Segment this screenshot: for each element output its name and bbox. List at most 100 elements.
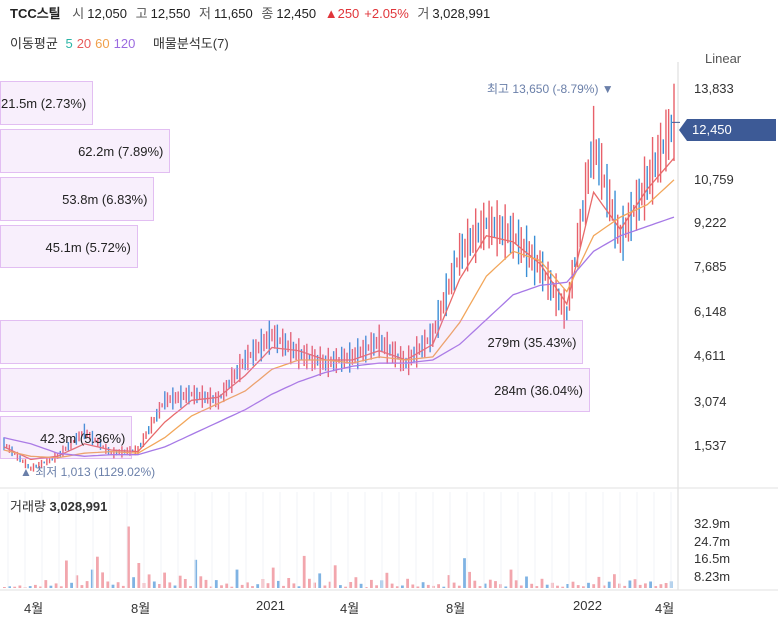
high-annotation: 최고 13,650 (-8.79%) ▼ [487, 82, 614, 96]
volume-profile-band: 45.1m (5.72%) [0, 224, 138, 269]
ma-period-120[interactable]: 120 [113, 36, 136, 51]
volume-tick: 16.5m [694, 551, 731, 566]
volume-bar [623, 585, 627, 588]
volume-bar [277, 580, 280, 588]
volume-bar [137, 563, 141, 588]
volume-bar [649, 581, 652, 588]
volume-bar [452, 582, 456, 588]
volume-bar [111, 584, 115, 588]
volume-bar [271, 567, 275, 588]
volume-bar [282, 585, 285, 588]
volume-bar [220, 585, 223, 588]
volume-title-value: 3,028,991 [49, 499, 108, 514]
volume-profile-toggle[interactable]: 매물분석도(7) [152, 36, 229, 51]
volume-bar [339, 585, 342, 588]
volume-bar [463, 558, 466, 588]
price-tick: 9,222 [694, 215, 727, 230]
volume-bar [28, 586, 32, 588]
volume-bar [80, 585, 84, 588]
price-tick: 6,148 [694, 304, 727, 319]
quote-header: TCC스틸 시 12,050 고 12,550 저 11,650 종 12,450 ▲2… [10, 3, 495, 22]
volume-bar [509, 569, 513, 588]
volume-title: 거래량 3,028,991 [10, 496, 107, 515]
volume-tick: 8.23m [694, 569, 731, 584]
volume-profile-band: 62.2m (7.89%) [0, 129, 171, 173]
x-tick: 4월 [24, 601, 44, 616]
change-percent: +2.05% [364, 6, 409, 21]
volume-bar [395, 586, 399, 588]
volume-bar [287, 578, 291, 588]
volume-bar [401, 585, 404, 588]
volume-bar [302, 555, 306, 588]
volume-bar [34, 584, 37, 588]
volume-bar [127, 526, 130, 588]
volume-bar [442, 586, 446, 588]
volume-profile-band: 284m (36.04%) [0, 367, 590, 412]
volume-tick: 24.7m [694, 534, 731, 549]
volume-bar [183, 579, 187, 588]
volume-bar [540, 578, 544, 588]
ma-label[interactable]: 이동평균 [10, 36, 58, 51]
x-tick: 4월 [655, 601, 675, 616]
volume-tick: 32.9m [694, 516, 731, 531]
price-tick: 13,833 [694, 81, 734, 96]
volume-bar [246, 582, 249, 588]
volume-value: 3,028,991 [432, 6, 491, 21]
volume-bar [96, 556, 99, 588]
volume-bar [349, 582, 353, 588]
volume-bar [323, 585, 327, 588]
volume-bar [359, 583, 363, 588]
volume-bar [235, 569, 239, 588]
volume-profile-band: 42.3m (5.36%) [0, 415, 133, 460]
volume-bar [628, 580, 632, 588]
volume-bar [147, 574, 151, 588]
volume-bar [597, 576, 601, 588]
volume-title-label: 거래량 [10, 499, 46, 514]
volume-bar [44, 580, 48, 588]
price-tick: 1,537 [694, 438, 727, 453]
volume-bar [561, 586, 565, 588]
price-tick: 7,685 [694, 259, 727, 274]
volume-bar [132, 577, 135, 588]
volume-bar [483, 583, 487, 588]
volume-bar [8, 586, 11, 588]
ma-line-60 [3, 179, 675, 459]
volume-bar [65, 560, 68, 588]
stock-name: TCC스틸 [10, 6, 61, 21]
volume-profile-band: 279m (35.43%) [0, 320, 584, 364]
volume-bar [158, 584, 161, 588]
volume-bar [328, 581, 332, 588]
ma-period-60[interactable]: 60 [95, 36, 110, 51]
low-label: 저 [198, 6, 211, 21]
volume-bar [406, 578, 409, 588]
volume-bar [70, 582, 73, 588]
volume-bar [545, 584, 549, 588]
scale-mode-toggle[interactable]: Linear [705, 51, 742, 66]
volume-bar [587, 582, 590, 588]
volume-bar [106, 581, 110, 588]
volume-bar [592, 584, 596, 588]
volume-bar [375, 585, 378, 588]
volume-bar [478, 586, 482, 588]
volume-label: 거 [417, 6, 430, 21]
ma-period-20[interactable]: 20 [76, 36, 92, 51]
ma-period-5[interactable]: 5 [65, 36, 73, 51]
price-tick: 3,074 [694, 394, 727, 409]
volume-bar [530, 583, 534, 588]
volume-bar [308, 578, 311, 588]
volume-bar [173, 585, 177, 588]
change-value: ▲250 [324, 6, 360, 21]
volume-bar [90, 569, 94, 588]
volume-bar [411, 584, 415, 588]
volume-bar [416, 586, 420, 588]
volume-bar [364, 587, 368, 588]
price-tick: 10,759 [694, 172, 734, 187]
low-annotation: ▲ 최저 1,013 (1129.02%) [20, 465, 156, 479]
moving-average-legend: 이동평균 5 20 60 120 매물분석도(7) [10, 33, 233, 52]
volume-bar [266, 583, 270, 588]
volume-bar [59, 586, 63, 588]
volume-bar [344, 586, 347, 588]
volume-bar [473, 580, 477, 588]
volume-profile-band: 21.5m (2.73%) [0, 81, 93, 126]
